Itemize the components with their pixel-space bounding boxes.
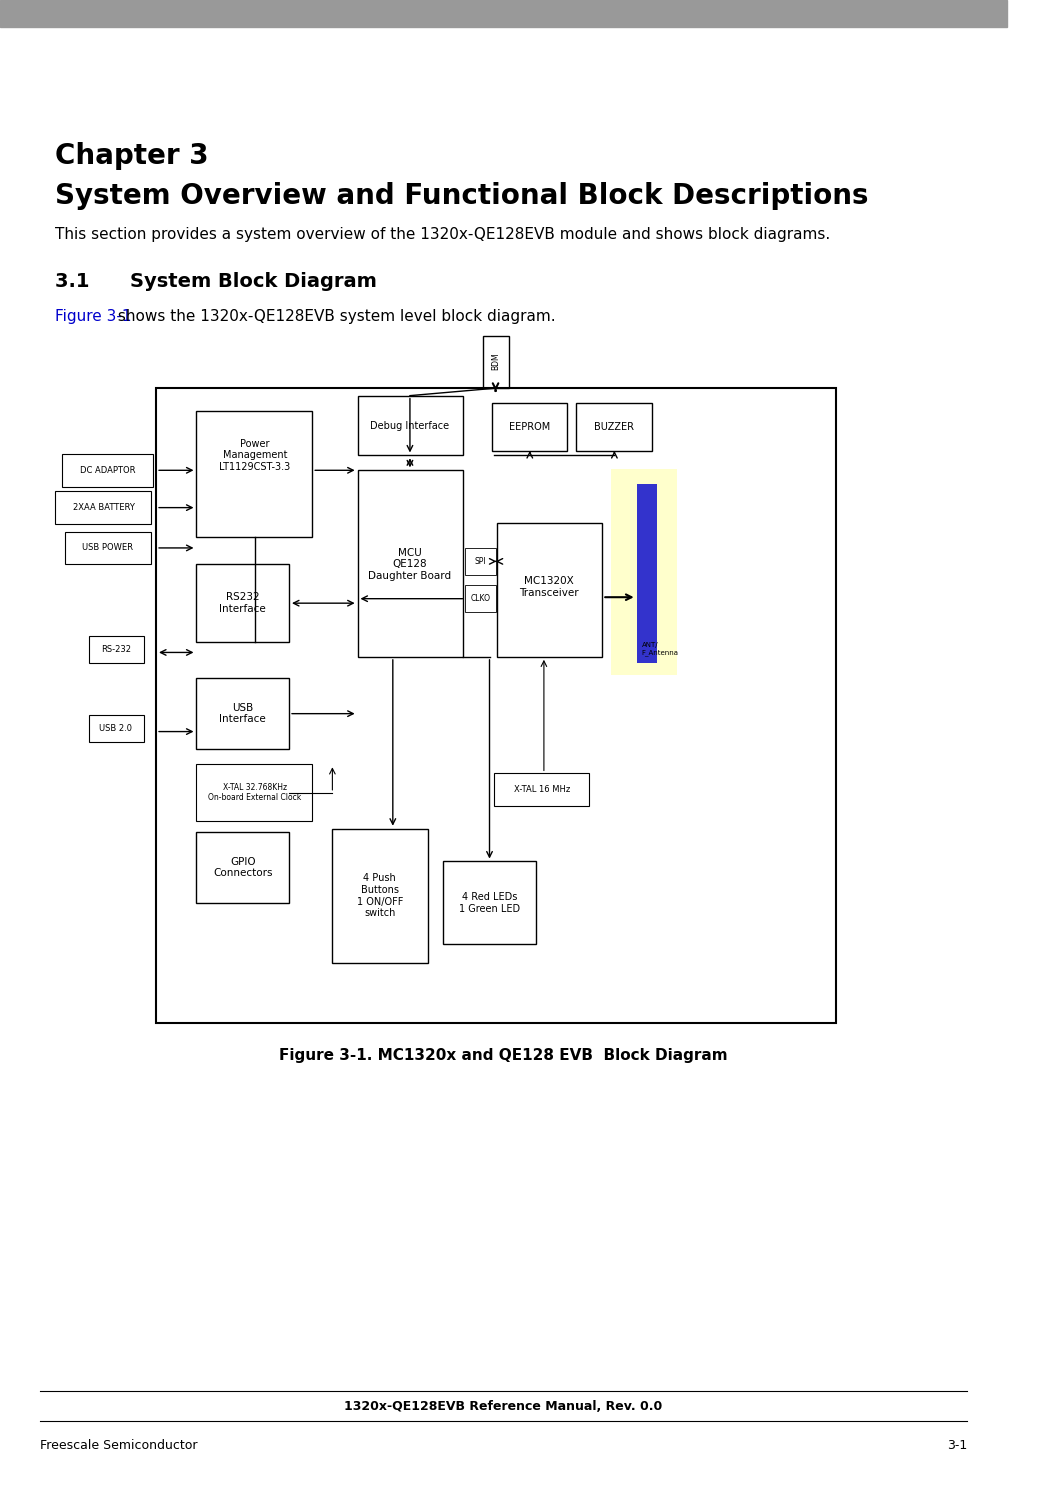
Bar — [56, 491, 151, 524]
Text: This section provides a system overview of the 1320x-QE128EVB module and shows b: This section provides a system overview … — [56, 227, 830, 242]
Text: Chapter 3: Chapter 3 — [56, 142, 209, 170]
Text: System Overview and Functional Block Descriptions: System Overview and Functional Block Des… — [56, 182, 869, 211]
Bar — [197, 832, 289, 903]
Bar — [197, 764, 312, 821]
Bar — [65, 532, 151, 564]
Bar — [88, 715, 144, 742]
Bar — [357, 396, 463, 455]
Text: Debug Interface: Debug Interface — [370, 421, 450, 430]
Text: BDM: BDM — [491, 352, 500, 370]
Text: Freescale Semiconductor: Freescale Semiconductor — [40, 1439, 198, 1451]
Text: 2XAA BATTERY: 2XAA BATTERY — [73, 503, 135, 512]
Bar — [483, 336, 509, 388]
Text: Figure 3-1: Figure 3-1 — [56, 309, 131, 324]
Bar — [332, 829, 428, 963]
Text: 4 Push
Buttons
1 ON/OFF
switch: 4 Push Buttons 1 ON/OFF switch — [356, 873, 403, 918]
Text: MCU
QE128
Daughter Board: MCU QE128 Daughter Board — [369, 548, 452, 581]
Text: X-TAL 32.768KHz
On-board External Clock: X-TAL 32.768KHz On-board External Clock — [208, 784, 302, 802]
Bar — [197, 411, 312, 537]
Text: GPIO
Connectors: GPIO Connectors — [213, 857, 272, 878]
Text: 3-1: 3-1 — [947, 1439, 967, 1451]
Bar — [88, 636, 144, 663]
Text: Figure 3-1. MC1320x and QE128 EVB  Block Diagram: Figure 3-1. MC1320x and QE128 EVB Block … — [280, 1048, 728, 1063]
Text: USB POWER: USB POWER — [82, 543, 133, 552]
Bar — [197, 564, 289, 642]
Bar — [157, 388, 836, 1023]
Text: 1320x-QE128EVB Reference Manual, Rev. 0.0: 1320x-QE128EVB Reference Manual, Rev. 0.… — [345, 1400, 663, 1412]
Text: SPI: SPI — [475, 557, 487, 566]
Text: CLKO: CLKO — [471, 594, 491, 603]
Bar — [494, 773, 590, 806]
Text: shows the 1320x-QE128EVB system level block diagram.: shows the 1320x-QE128EVB system level bl… — [112, 309, 555, 324]
Bar — [466, 548, 496, 575]
Text: EEPROM: EEPROM — [509, 423, 551, 431]
Bar — [357, 470, 463, 657]
Text: 3.1      System Block Diagram: 3.1 System Block Diagram — [56, 272, 377, 291]
Text: BUZZER: BUZZER — [595, 423, 635, 431]
Text: Power
Management
LT1129CST-3.3: Power Management LT1129CST-3.3 — [220, 439, 290, 472]
Text: ANT/
F_Antenna: ANT/ F_Antenna — [641, 642, 679, 655]
Text: RS232
Interface: RS232 Interface — [220, 593, 266, 614]
Bar — [62, 454, 153, 487]
Bar — [612, 469, 677, 675]
Bar — [576, 403, 652, 451]
Text: USB
Interface: USB Interface — [220, 703, 266, 724]
Text: DC ADAPTOR: DC ADAPTOR — [80, 466, 136, 475]
Bar — [0, 0, 1007, 27]
Text: MC1320X
Transceiver: MC1320X Transceiver — [519, 576, 579, 597]
Bar — [492, 403, 568, 451]
Bar — [444, 861, 536, 944]
Text: 4 Red LEDs
1 Green LED: 4 Red LEDs 1 Green LED — [459, 893, 520, 914]
Text: X-TAL 16 MHz: X-TAL 16 MHz — [514, 785, 570, 794]
Text: RS-232: RS-232 — [101, 645, 130, 654]
Bar — [197, 678, 289, 749]
Bar — [637, 484, 657, 663]
Text: USB 2.0: USB 2.0 — [100, 724, 132, 733]
Bar — [496, 523, 602, 657]
Bar — [466, 585, 496, 612]
